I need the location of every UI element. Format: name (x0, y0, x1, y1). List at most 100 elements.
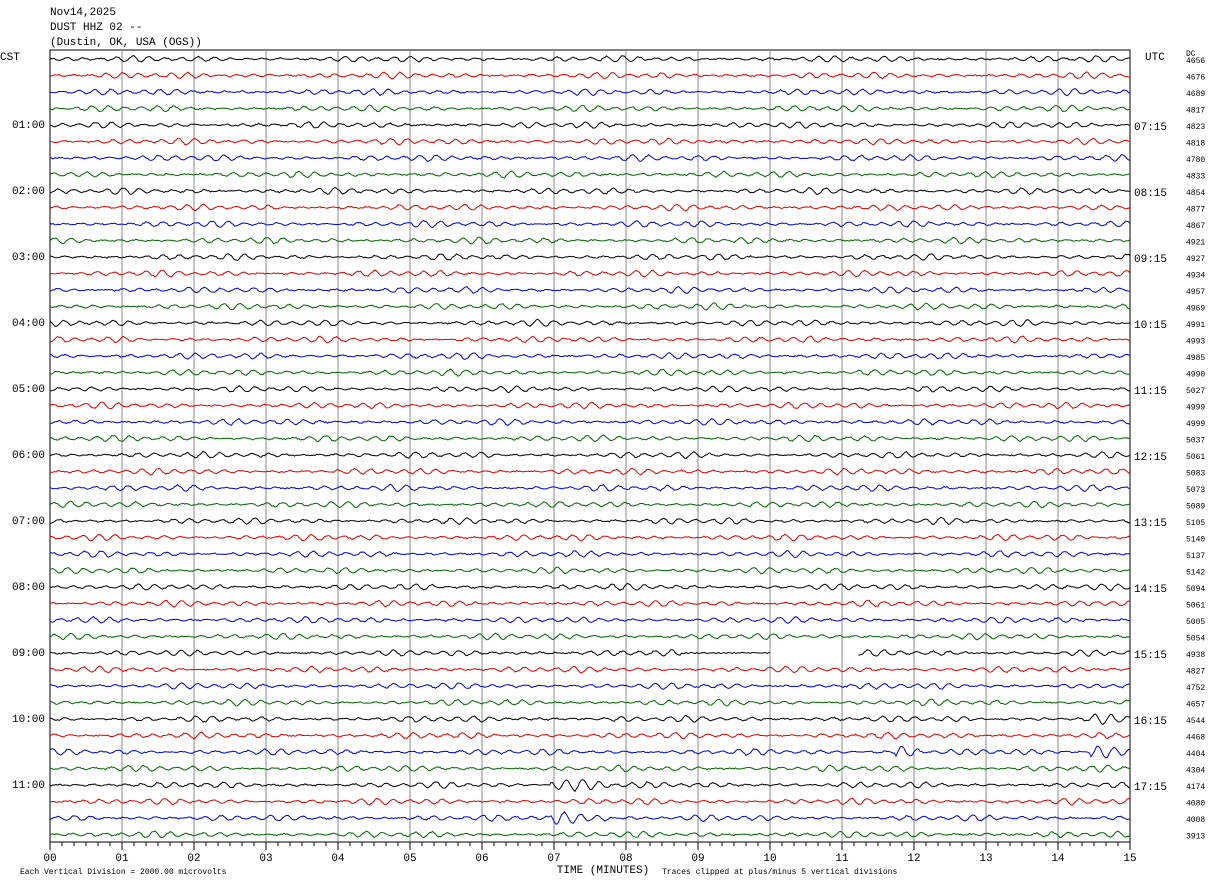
dc-value: 4969 (1186, 305, 1205, 314)
dc-value: 4833 (1186, 173, 1205, 182)
dc-value: 5142 (1186, 569, 1205, 578)
left-time: 08:00 (12, 582, 45, 594)
trace (49, 236, 1130, 245)
dc-value: 5137 (1186, 552, 1205, 561)
right-time: 16:15 (1134, 716, 1167, 728)
trace (49, 649, 1131, 657)
trace (49, 797, 1131, 806)
dc-value: 4823 (1186, 123, 1205, 132)
x-tick-label: 11 (835, 853, 849, 865)
dc-value: 5073 (1186, 486, 1205, 495)
dc-value: 4999 (1186, 420, 1205, 429)
x-tick-label: 06 (475, 853, 488, 865)
dc-value: 5094 (1186, 585, 1205, 594)
right-time: 11:15 (1134, 386, 1167, 398)
left-time: 03:00 (12, 252, 45, 264)
dc-value: 4921 (1186, 239, 1205, 248)
dc-value: 4468 (1186, 734, 1205, 743)
right-time: 08:15 (1134, 188, 1167, 200)
date: Nov14,2025 (50, 7, 116, 19)
footer-right: Traces clipped at plus/minus 5 vertical … (662, 868, 897, 877)
left-time: 11:00 (12, 780, 45, 792)
dc-value: 4780 (1186, 156, 1205, 165)
dc-value: 4934 (1186, 272, 1205, 281)
dc-value: 4818 (1186, 140, 1205, 149)
dc-value: 4304 (1186, 767, 1205, 776)
trace (49, 599, 1131, 608)
left-time: 10:00 (12, 714, 45, 726)
dc-value: 4656 (1186, 57, 1205, 66)
x-tick-label: 09 (691, 853, 704, 865)
dc-value: 4827 (1186, 668, 1205, 677)
dc-value: 4938 (1186, 651, 1205, 660)
trace (49, 154, 1131, 163)
trace (49, 682, 1131, 690)
trace (49, 170, 1131, 179)
plot-frame (49, 49, 1131, 843)
x-tick-label: 04 (331, 853, 345, 865)
dc-value: 3913 (1186, 833, 1205, 842)
trace (49, 71, 1131, 80)
location: (Dustin, OK, USA (OGS)) (50, 37, 202, 49)
trace (49, 269, 1131, 278)
trace (49, 830, 1131, 839)
trace (49, 533, 1131, 542)
dc-value: 5083 (1186, 470, 1205, 479)
x-tick-label: 01 (115, 853, 129, 865)
x-tick-label: 02 (187, 853, 200, 865)
x-tick-label: 07 (547, 853, 560, 865)
right-time: 14:15 (1134, 584, 1167, 596)
trace (49, 104, 1131, 113)
trace (49, 318, 1131, 328)
x-tick-label: 14 (1051, 853, 1065, 865)
dc-value: 4752 (1186, 684, 1205, 693)
dc-heading: DC (1186, 50, 1196, 59)
trace (49, 713, 1131, 726)
trace (49, 811, 1131, 825)
dc-value: 4854 (1186, 189, 1205, 198)
dc-value: 4689 (1186, 90, 1205, 99)
right-time: 17:15 (1134, 782, 1167, 794)
trace (49, 582, 1131, 592)
trace (49, 253, 1131, 261)
trace (49, 550, 1131, 559)
x-tick-label: 05 (403, 853, 416, 865)
left-time: 05:00 (12, 384, 45, 396)
trace (49, 187, 1131, 196)
dc-value: 4544 (1186, 717, 1205, 726)
dc-value: 4817 (1186, 107, 1205, 116)
dc-value: 5140 (1186, 536, 1205, 545)
trace (49, 335, 1131, 344)
dc-value: 5037 (1186, 437, 1205, 446)
dc-value: 4174 (1186, 783, 1205, 792)
trace (49, 121, 1131, 129)
left-zone: CST (0, 52, 20, 64)
x-tick-label: 12 (907, 853, 920, 865)
trace (49, 698, 1131, 707)
trace (49, 203, 1131, 212)
footer-left: Each Vertical Division = 2000.00 microvo… (20, 868, 227, 877)
trace (49, 665, 1131, 674)
trace (49, 88, 1131, 97)
x-tick-label: 08 (619, 853, 632, 865)
dc-value: 4877 (1186, 206, 1205, 215)
trace (49, 745, 1131, 759)
left-time: 01:00 (12, 120, 45, 132)
dc-value: 4867 (1186, 222, 1205, 231)
dc-value: 4404 (1186, 750, 1205, 759)
x-tick-label: 10 (763, 853, 776, 865)
right-time: 15:15 (1134, 650, 1167, 662)
x-tick-label: 03 (259, 853, 272, 865)
trace (49, 417, 1131, 426)
right-time: 07:15 (1134, 122, 1167, 134)
trace (49, 467, 1131, 476)
trace (49, 450, 1131, 459)
trace (49, 516, 1131, 526)
trace (49, 368, 1131, 377)
trace (49, 401, 1131, 410)
dc-value: 5054 (1186, 635, 1205, 644)
dc-value: 4008 (1186, 816, 1205, 825)
trace (49, 566, 1131, 575)
dc-value: 4957 (1186, 288, 1205, 297)
trace (49, 137, 1131, 146)
